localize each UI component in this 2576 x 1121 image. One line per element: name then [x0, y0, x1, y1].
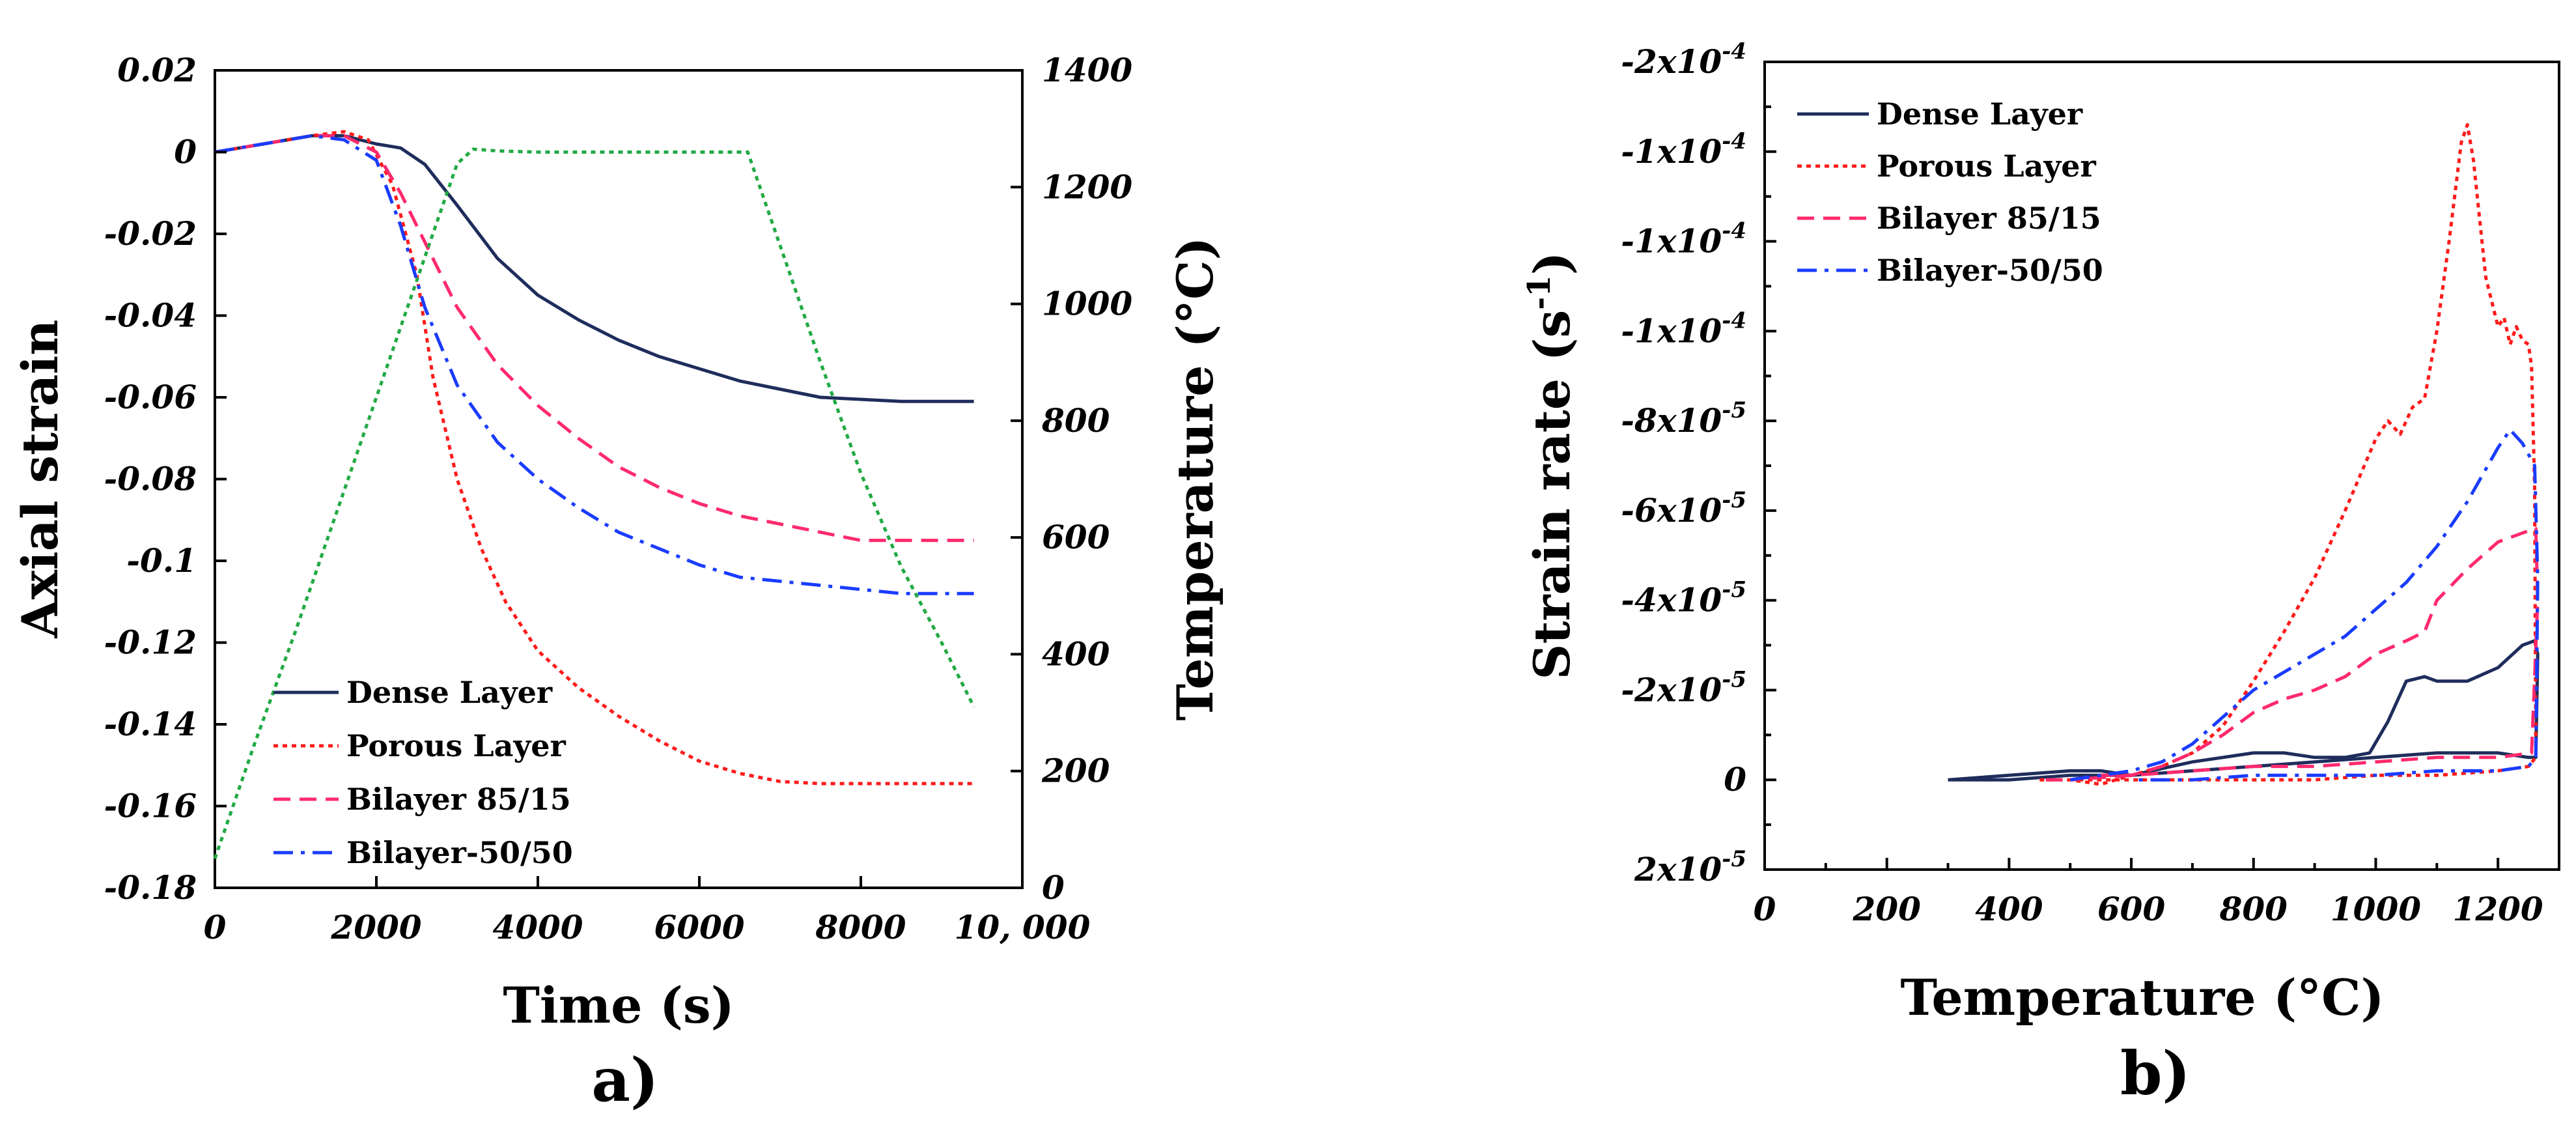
- chart-b-series-porous-layer: [2039, 122, 2538, 786]
- chart-a-y-tick-label: 0: [174, 133, 197, 171]
- chart-a-y-tick-label: -0.16: [104, 787, 197, 825]
- chart-b-x-axis-label: Temperature (°C): [1900, 969, 2384, 1027]
- chart-a-y2-tick-label: 400: [1042, 634, 1110, 673]
- chart-a-legend-label: Bilayer 85/15: [346, 782, 571, 817]
- chart-a-y-tick-label: -0.18: [104, 868, 197, 907]
- chart-a-y2-tick-label: 800: [1041, 401, 1110, 440]
- chart-a-legend-label: Bilayer-50/50: [346, 835, 573, 870]
- chart-a-x-tick-label: 2000: [330, 908, 421, 946]
- chart-a-x-tick-label: 8000: [815, 908, 906, 946]
- chart-b-y-axis-label: Strain rate (s-1): [1521, 251, 1581, 679]
- chart-b-y-tick-label: -2x10-4: [1621, 38, 1746, 81]
- panel-b-label: b): [2120, 1038, 2191, 1109]
- chart-a-y2-tick-label: 1400: [1042, 51, 1132, 89]
- chart-a-y-tick-label: -0.06: [104, 378, 197, 416]
- chart-b-y-tick-label: -8x10-5: [1621, 397, 1746, 440]
- chart-b-y-tick-label: 0: [1724, 760, 1746, 799]
- chart-a-series-porous-layer: [214, 130, 974, 786]
- chart-a-x-tick-label: 4000: [492, 908, 583, 946]
- chart-a-x-tick-label: 10, 000: [955, 908, 1091, 946]
- chart-b-y-tick-label: -1x10-4: [1621, 307, 1746, 350]
- chart-a-legend-label: Dense Layer: [346, 675, 553, 710]
- panel-a-label: a): [591, 1045, 658, 1115]
- chart-b-x-tick-label: 400: [1975, 890, 2043, 928]
- chart-a-y2-tick-label: 600: [1042, 518, 1110, 556]
- chart-b-x-tick-label: 200: [1853, 890, 1922, 928]
- chart-b-y-tick-label: -2x10-5: [1621, 666, 1746, 709]
- chart-a: 0 2000 4000 6000 8000 10, 0000.020-0.02-0.04-…: [11, 51, 1224, 1115]
- chart-a-series-dense-layer: [214, 134, 974, 403]
- chart-a-y2-tick-label: 0: [1042, 868, 1065, 907]
- chart-b-y-tick-label: 2x10-5: [1634, 846, 1746, 888]
- chart-a-series-bilayer-50-50: [214, 134, 974, 595]
- chart-b-x-tick-label: 1000: [2331, 890, 2421, 928]
- chart-b-y-tick-label: -4x10-5: [1621, 577, 1746, 619]
- chart-b-y-axis-label-main: Strain rate (s: [1523, 310, 1581, 680]
- chart-b-y-tick-label: -1x10-4: [1621, 218, 1746, 261]
- chart-b-x-tick-label: 1200: [2453, 890, 2543, 928]
- chart-b-legend-label: Porous Layer: [1877, 149, 2096, 184]
- chart-a-y-tick-label: 0.02: [117, 51, 197, 89]
- chart-a-plot-frame: [214, 69, 1024, 889]
- chart-a-series-temperature: [213, 147, 975, 860]
- chart-b-legend-label: Dense Layer: [1877, 96, 2083, 132]
- chart-a-legend: Dense Layer Porous Layer Bilayer 85/15 Bila…: [273, 675, 573, 870]
- chart-b-series-dense-layer: [1948, 639, 2540, 782]
- chart-a-y-tick-label: -0.14: [104, 705, 197, 743]
- chart-a-legend-label: Porous Layer: [346, 728, 566, 763]
- chart-a-x-tick-label: 0: [204, 908, 227, 946]
- chart-b-y-axis-label-end: ): [1523, 251, 1581, 275]
- chart-b-series-bilayer-50-50: [2069, 428, 2540, 782]
- chart-b-y-axis-label-sup: -1: [1521, 275, 1558, 309]
- chart-a-y-tick-label: -0.1: [126, 541, 197, 580]
- chart-a-y2-tick-label: 200: [1041, 752, 1110, 790]
- chart-a-y2-axis-label: Temperature (°C): [1166, 236, 1224, 720]
- chart-a-y2-tick-label: 1000: [1042, 285, 1132, 323]
- chart-a-x-axis-label: Time (s): [503, 976, 734, 1034]
- chart-a-y-axis-label: Axial strain: [11, 319, 69, 638]
- chart-b-y-tick-label: -6x10-5: [1621, 487, 1746, 530]
- chart-b-x-tick-label: 600: [2097, 890, 2166, 928]
- chart-b-x-tick-label: 0: [1754, 890, 1776, 928]
- chart-b-legend-label: Bilayer-50/50: [1877, 253, 2103, 288]
- chart-a-y-tick-label: -0.08: [104, 460, 197, 498]
- chart-a-y-tick-label: -0.04: [104, 296, 197, 335]
- chart-b-legend: Dense Layer Porous Layer Bilayer 85/15 Bila…: [1797, 96, 2103, 288]
- chart-a-y2-tick-label: 1200: [1042, 167, 1132, 206]
- chart-a-series-bilayer-85-15: [214, 134, 974, 543]
- chart-b-x-tick-label: 800: [2219, 890, 2288, 928]
- chart-a-y-tick-label: -0.12: [104, 623, 197, 662]
- chart-b: 0 200 400 600 800 1000 1200 -2x10-4 -1x10-4 -1x10…: [1521, 38, 2560, 1109]
- chart-b-series-bilayer-85-15: [2045, 526, 2540, 782]
- chart-a-y-tick-label: -0.02: [104, 214, 197, 253]
- chart-b-legend-label: Bilayer 85/15: [1877, 201, 2101, 236]
- chart-b-y-tick-label: -1x10-4: [1621, 128, 1746, 171]
- chart-a-x-tick-label: 6000: [654, 908, 744, 946]
